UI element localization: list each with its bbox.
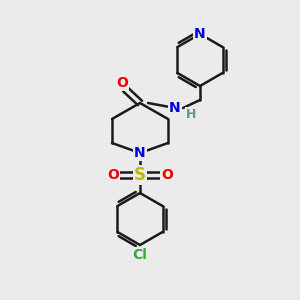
Text: N: N xyxy=(194,27,206,41)
Text: H: H xyxy=(186,107,196,121)
Text: O: O xyxy=(116,76,128,90)
Text: S: S xyxy=(134,166,146,184)
Text: N: N xyxy=(134,146,146,160)
Text: O: O xyxy=(161,168,173,182)
Text: Cl: Cl xyxy=(133,248,147,262)
Text: O: O xyxy=(107,168,119,182)
Text: N: N xyxy=(169,101,181,115)
